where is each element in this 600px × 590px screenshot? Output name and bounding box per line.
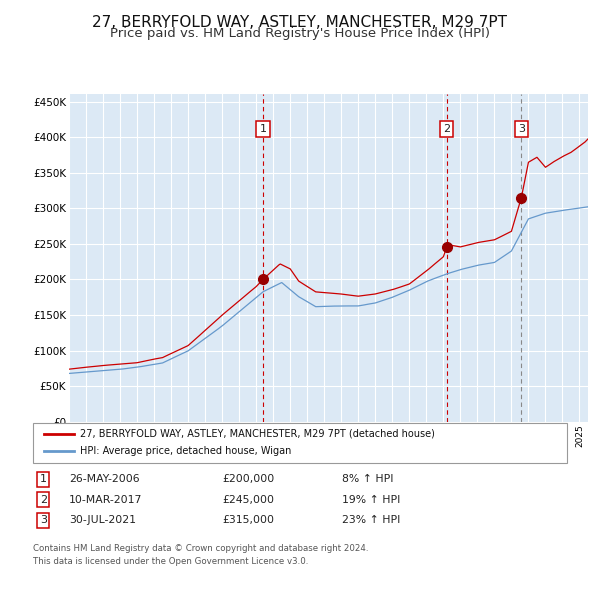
Text: £245,000: £245,000 xyxy=(222,495,274,504)
Text: 1: 1 xyxy=(259,124,266,134)
Text: 1: 1 xyxy=(40,474,47,484)
Text: 3: 3 xyxy=(40,516,47,525)
Text: Price paid vs. HM Land Registry's House Price Index (HPI): Price paid vs. HM Land Registry's House … xyxy=(110,27,490,40)
Text: 26-MAY-2006: 26-MAY-2006 xyxy=(69,474,140,484)
Text: 3: 3 xyxy=(518,124,525,134)
Text: 27, BERRYFOLD WAY, ASTLEY, MANCHESTER, M29 7PT: 27, BERRYFOLD WAY, ASTLEY, MANCHESTER, M… xyxy=(92,15,508,30)
Text: £315,000: £315,000 xyxy=(222,516,274,525)
Text: 10-MAR-2017: 10-MAR-2017 xyxy=(69,495,142,504)
Text: £200,000: £200,000 xyxy=(222,474,274,484)
Text: 19% ↑ HPI: 19% ↑ HPI xyxy=(342,495,400,504)
Text: 23% ↑ HPI: 23% ↑ HPI xyxy=(342,516,400,525)
Text: 8% ↑ HPI: 8% ↑ HPI xyxy=(342,474,394,484)
Text: Contains HM Land Registry data © Crown copyright and database right 2024.: Contains HM Land Registry data © Crown c… xyxy=(33,545,368,553)
Text: 27, BERRYFOLD WAY, ASTLEY, MANCHESTER, M29 7PT (detached house): 27, BERRYFOLD WAY, ASTLEY, MANCHESTER, M… xyxy=(80,429,434,439)
Text: HPI: Average price, detached house, Wigan: HPI: Average price, detached house, Wiga… xyxy=(80,446,291,456)
Text: This data is licensed under the Open Government Licence v3.0.: This data is licensed under the Open Gov… xyxy=(33,558,308,566)
Text: 2: 2 xyxy=(40,495,47,504)
Text: 30-JUL-2021: 30-JUL-2021 xyxy=(69,516,136,525)
Text: 2: 2 xyxy=(443,124,450,134)
